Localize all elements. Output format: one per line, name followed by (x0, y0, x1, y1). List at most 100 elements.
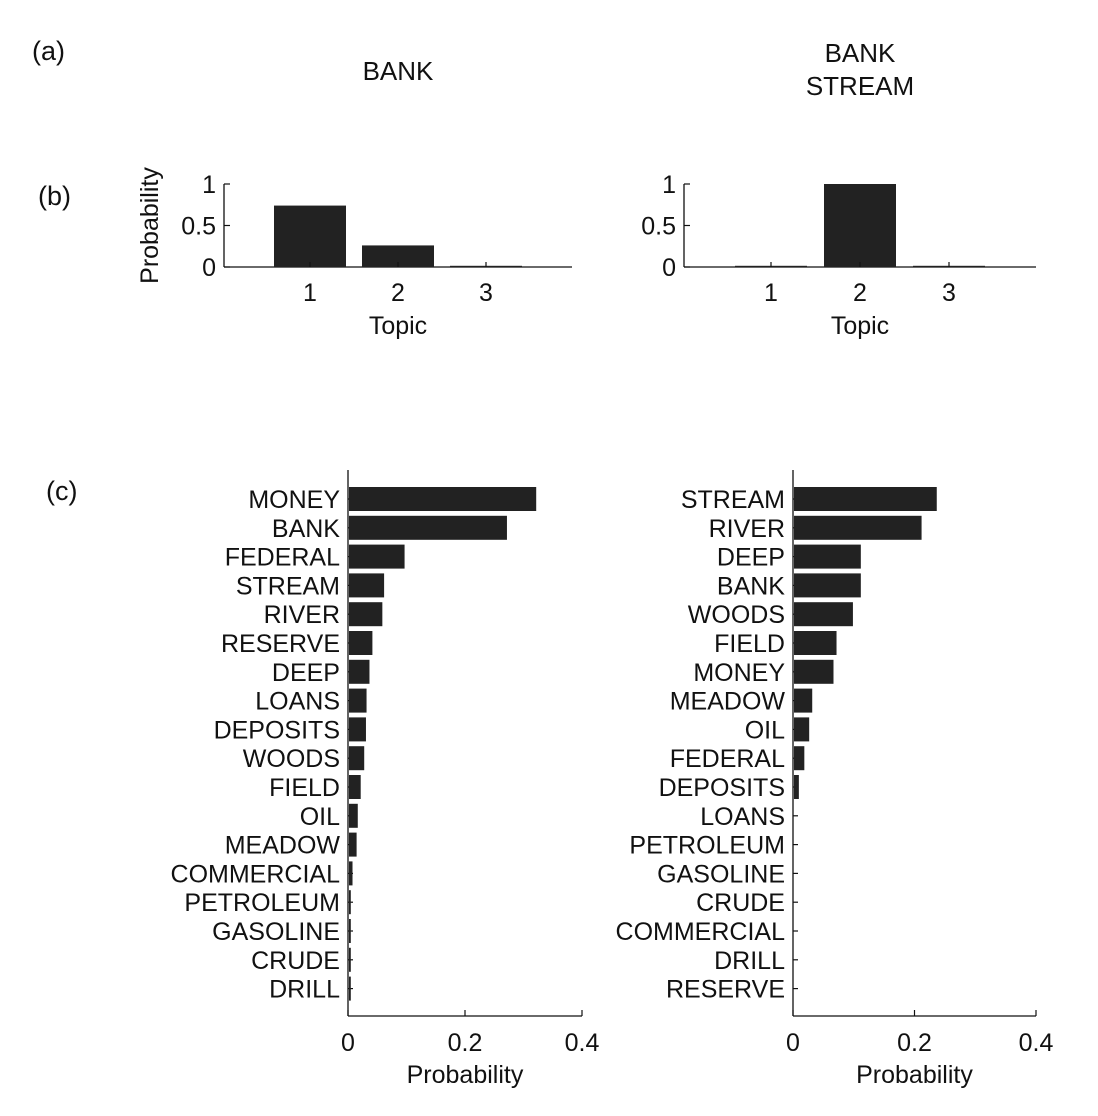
context-left-title: BANK (363, 56, 434, 86)
word-label: PETROLEUM (184, 889, 340, 917)
bar-topic-2 (362, 245, 434, 267)
word-label: LOANS (255, 688, 340, 716)
x-axis-label: Probability (407, 1061, 524, 1089)
bar-drill (349, 976, 351, 1001)
word-label: RESERVE (666, 976, 785, 1004)
context-right-title-line2: STREAM (806, 71, 914, 101)
bar-woods (349, 746, 365, 771)
context-right-title-line1: BANK (825, 38, 896, 68)
panel-label-c: (c) (46, 476, 77, 506)
bar-loans (349, 688, 367, 713)
bar-oil (794, 717, 810, 742)
bar-woods (794, 602, 853, 627)
bar-bank (794, 573, 861, 598)
word-label: STREAM (236, 572, 340, 600)
word-label: DEPOSITS (659, 774, 785, 802)
bar-deposits (794, 775, 799, 799)
y-tick-label: 1 (202, 171, 216, 199)
x-tick-label: 0.4 (1019, 1029, 1054, 1057)
x-tick-label: 2 (853, 279, 867, 307)
bar-field (349, 775, 361, 799)
word-label: BANK (272, 515, 340, 543)
word-label: STREAM (681, 486, 785, 514)
bar-meadow (349, 832, 357, 857)
word-label: OIL (300, 803, 340, 831)
bar-river (794, 515, 922, 540)
x-tick-label: 0.2 (897, 1029, 932, 1057)
bar-petroleum (349, 890, 351, 915)
bar-crude (349, 947, 351, 972)
word-label: RIVER (264, 601, 340, 629)
word-label: CRUDE (696, 889, 785, 917)
word-label: DEEP (717, 544, 785, 572)
word-label: LOANS (700, 803, 785, 831)
bar-oil (349, 803, 358, 828)
bar-gasoline (349, 919, 351, 943)
y-tick-label: 0 (202, 254, 216, 282)
y-tick-label: 1 (662, 171, 676, 199)
word-chart-bank: 0 0.2 0.4 Probability MONEYBANKFEDERALSTREAM… (171, 470, 600, 1089)
word-label: PETROLEUM (629, 832, 785, 860)
word-label: WOODS (243, 745, 340, 773)
word-label: DEPOSITS (214, 716, 340, 744)
bar-deep (794, 544, 861, 569)
word-label: DRILL (269, 976, 340, 1004)
word-label: RESERVE (221, 630, 340, 658)
word-label: MONEY (248, 486, 340, 514)
word-label: GASOLINE (657, 860, 785, 888)
panel-label-a: (a) (32, 36, 65, 66)
y-tick-label: 0 (662, 254, 676, 282)
topic-chart-bank-stream: 0 0.5 1 1 2 3 Topic (641, 171, 1036, 340)
x-axis-label: Probability (856, 1061, 973, 1089)
word-label: BANK (717, 572, 785, 600)
bar-reserve (349, 631, 373, 655)
bar-river (349, 602, 383, 627)
x-tick-label: 1 (303, 279, 317, 307)
word-label: MEADOW (225, 832, 341, 860)
bar-meadow (794, 688, 813, 713)
bar-topic-1 (274, 205, 346, 267)
word-label: DEEP (272, 659, 340, 687)
bar-deposits (349, 717, 366, 742)
word-label: FEDERAL (670, 745, 785, 773)
bar-money (349, 487, 537, 511)
bar-federal (349, 544, 405, 569)
x-tick-label: 1 (764, 279, 778, 307)
x-tick-label: 0.4 (565, 1029, 600, 1057)
bar-money (794, 659, 834, 684)
word-label: DRILL (714, 947, 785, 975)
word-chart-bank-stream: 0 0.2 0.4 Probability STREAMRIVERDEEPBANKWOO… (616, 470, 1054, 1089)
word-label: MONEY (693, 659, 785, 687)
word-label: WOODS (688, 601, 785, 629)
x-tick-label: 0.2 (448, 1029, 483, 1057)
x-axis-label: Topic (369, 312, 427, 340)
word-label: OIL (745, 716, 785, 744)
bar-field (794, 631, 837, 655)
word-label: FIELD (714, 630, 785, 658)
x-tick-label: 2 (391, 279, 405, 307)
x-tick-label: 3 (942, 279, 956, 307)
word-label: FIELD (269, 774, 340, 802)
x-axis-label: Topic (831, 312, 889, 340)
y-tick-label: 0.5 (641, 213, 676, 241)
bar-stream (794, 487, 937, 511)
word-label: RIVER (709, 515, 785, 543)
word-label: COMMERCIAL (171, 860, 341, 888)
x-tick-label: 0 (786, 1029, 800, 1057)
word-label: FEDERAL (225, 544, 340, 572)
word-label: GASOLINE (212, 918, 340, 946)
bar-commercial (349, 861, 353, 886)
bar-topic-2 (824, 184, 896, 267)
panel-label-b: (b) (38, 181, 71, 211)
bar-federal (794, 746, 805, 771)
bar-deep (349, 659, 370, 684)
y-axis-label: Probability (136, 167, 164, 284)
bar-bank (349, 515, 507, 540)
word-label: CRUDE (251, 947, 340, 975)
x-tick-label: 3 (479, 279, 493, 307)
y-tick-label: 0.5 (181, 213, 216, 241)
bar-stream (349, 573, 385, 598)
x-tick-label: 0 (341, 1029, 355, 1057)
topic-chart-bank: 0 0.5 1 1 2 3 Topic Probability (136, 167, 572, 340)
